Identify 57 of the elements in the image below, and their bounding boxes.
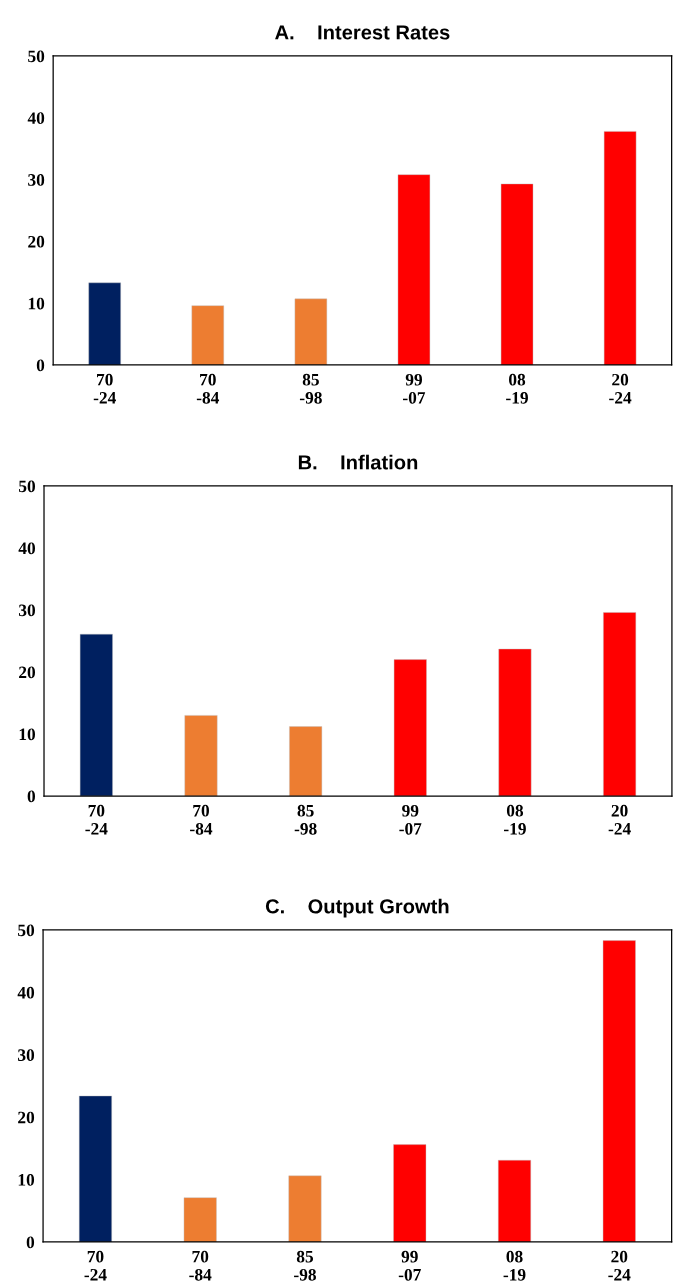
chart-title: C. Output Growth	[265, 898, 449, 918]
x-tick-label: 99 -07	[403, 373, 426, 404]
bar	[183, 1197, 217, 1242]
x-tick-label: 85 -98	[294, 804, 317, 835]
y-tick-label: 30	[28, 174, 45, 186]
y-tick-label: 0	[26, 1236, 35, 1249]
x-tick-label: 70 -24	[93, 373, 116, 404]
y-tick-label: 50	[19, 480, 36, 493]
x-tick-label: 20 -24	[608, 1250, 631, 1281]
chart-title: A. Interest Rates	[275, 25, 450, 40]
bar	[191, 305, 224, 365]
bar	[79, 633, 113, 797]
x-tick-label: 20 -24	[609, 373, 632, 404]
bar	[289, 726, 323, 797]
y-tick-label: 40	[27, 112, 45, 124]
chart-title: B. Inflation	[298, 454, 418, 470]
bar	[79, 1095, 112, 1242]
x-tick-label: 70 -84	[189, 1250, 212, 1281]
x-tick-label: 70 -84	[190, 804, 213, 835]
x-tick-label: 70 -24	[84, 1250, 107, 1281]
bar	[294, 298, 328, 365]
x-tick-label: 85 -98	[299, 373, 322, 404]
x-tick-label: 70 -84	[196, 373, 220, 404]
bar	[498, 1160, 531, 1242]
y-tick-label: 50	[28, 50, 45, 63]
x-tick-label: 99 -07	[399, 804, 422, 835]
bar	[288, 1175, 322, 1242]
y-tick-label: 10	[28, 297, 45, 310]
bar	[498, 648, 532, 797]
bar	[397, 174, 431, 365]
bar	[393, 659, 427, 797]
bar	[184, 715, 218, 797]
y-tick-label: 30	[18, 1049, 35, 1061]
y-tick-label: 10	[18, 1174, 35, 1186]
y-tick-label: 0	[27, 790, 36, 803]
y-tick-label: 20	[19, 666, 36, 679]
y-tick-label: 40	[17, 986, 35, 999]
x-tick-label: 08 -19	[503, 1250, 526, 1281]
y-tick-label: 40	[18, 542, 36, 555]
bar	[88, 282, 121, 365]
y-tick-label: 50	[18, 924, 35, 937]
x-tick-label: 70 -24	[85, 804, 108, 835]
x-tick-label: 85 -98	[294, 1250, 316, 1281]
x-tick-label: 08 -19	[506, 373, 528, 404]
bar	[603, 612, 637, 797]
x-tick-label: 99 -07	[398, 1250, 421, 1281]
y-tick-label: 30	[18, 604, 36, 617]
bar	[603, 131, 637, 365]
bar	[602, 940, 636, 1242]
y-tick-label: 0	[36, 359, 45, 372]
y-tick-label: 20	[28, 235, 45, 248]
x-tick-label: 20 -24	[608, 804, 631, 835]
y-tick-label: 10	[19, 728, 36, 741]
bar	[500, 183, 534, 365]
y-tick-label: 20	[18, 1111, 35, 1124]
x-tick-label: 08 -19	[504, 804, 526, 835]
bar	[393, 1144, 427, 1242]
